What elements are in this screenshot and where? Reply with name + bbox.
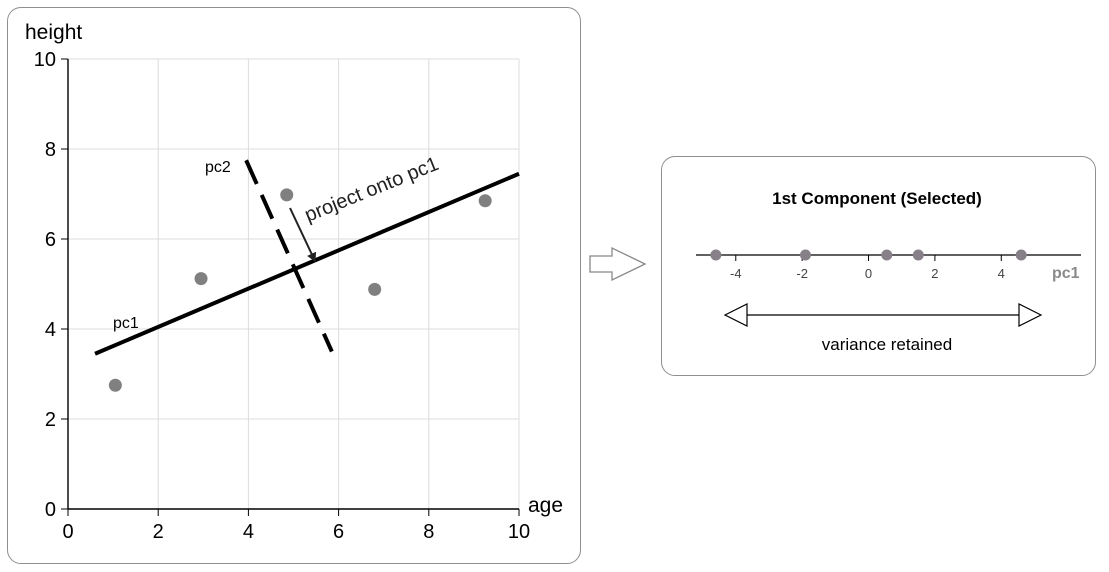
projected-point <box>710 249 722 261</box>
pc1-tick-label: 4 <box>998 266 1005 281</box>
x-tick-label: 2 <box>153 521 164 543</box>
pc2-line <box>244 159 334 353</box>
pc1-tick-label: 2 <box>931 266 938 281</box>
y-tick-label: 0 <box>45 499 56 521</box>
variance-caption: variance retained <box>822 335 952 354</box>
variance-left-arrow-icon <box>723 303 748 327</box>
data-point <box>478 194 492 208</box>
transition-arrow-icon <box>589 246 647 282</box>
pc1-line-label: pc1 <box>113 315 139 332</box>
projected-point <box>1015 249 1027 261</box>
y-tick-label: 2 <box>45 409 56 431</box>
projection-chart: 1st Component (Selected) -4 -2 0 2 4 pc1 var… <box>696 189 1081 354</box>
data-points <box>108 188 492 392</box>
pc1-line <box>94 171 520 356</box>
pc1-axis-label: pc1 <box>1052 265 1080 282</box>
x-tick-label: 0 <box>62 521 73 543</box>
x-tick-label: 10 <box>508 521 530 543</box>
projected-point <box>912 249 924 261</box>
pc1-tick-label: -4 <box>730 266 742 281</box>
axes <box>61 58 520 516</box>
y-tick-label: 6 <box>45 229 56 251</box>
y-tick-label: 10 <box>34 49 56 71</box>
y-axis-title: height <box>25 21 82 44</box>
x-tick-label: 4 <box>243 521 254 543</box>
x-tick-label: 8 <box>423 521 434 543</box>
pc1-axis-ticks: -4 -2 0 2 4 <box>730 255 1005 281</box>
projected-point <box>881 249 893 261</box>
projected-point <box>799 249 811 261</box>
grid <box>68 58 520 509</box>
data-point <box>368 282 382 296</box>
pc1-tick-label: -2 <box>796 266 808 281</box>
x-axis-title: age <box>528 494 563 517</box>
data-point <box>280 188 294 202</box>
projected-points <box>710 249 1027 261</box>
pc1-tick-label: 0 <box>865 266 872 281</box>
y-tick-label: 4 <box>45 319 56 341</box>
y-tick-label: 8 <box>45 139 56 161</box>
projection-title: 1st Component (Selected) <box>772 189 982 208</box>
data-point <box>108 378 122 392</box>
scatter-plot-panel <box>7 7 581 564</box>
projection-arrow <box>289 207 317 262</box>
projection-panel <box>661 156 1096 376</box>
pc2-line-label: pc2 <box>205 159 231 176</box>
x-tick-label: 6 <box>333 521 344 543</box>
tick-labels: 0 2 4 6 8 10 0 2 4 6 8 10 <box>34 49 530 543</box>
variance-right-arrow-icon <box>1018 303 1043 327</box>
data-point <box>194 272 208 286</box>
